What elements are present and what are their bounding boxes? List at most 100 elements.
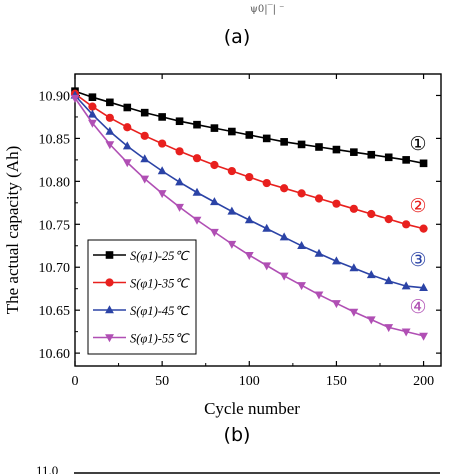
marker-circle — [105, 113, 114, 122]
y-tick-label: 10.80 — [39, 175, 71, 190]
marker-triangle-up — [227, 206, 237, 215]
marker-circle — [192, 154, 202, 163]
x-tick-label: 100 — [239, 374, 260, 389]
marker-square — [210, 124, 219, 132]
marker-triangle-up — [88, 109, 97, 118]
marker-triangle-up — [175, 177, 184, 186]
caption-b: (b) — [223, 424, 251, 446]
marker-square — [123, 103, 132, 112]
marker-triangle-up — [262, 223, 272, 232]
legend-label: S(φ1)-25℃ — [130, 249, 190, 263]
marker-triangle-up — [122, 141, 132, 150]
series-tag: ③ — [409, 249, 426, 271]
marker-triangle-up — [349, 263, 359, 272]
marker-triangle-down — [105, 141, 115, 150]
marker-square — [297, 140, 306, 149]
x-tick-label: 0 — [72, 374, 79, 389]
marker-triangle-up — [297, 240, 306, 249]
marker-square — [262, 134, 271, 143]
marker-circle — [245, 172, 254, 182]
marker-triangle-down — [227, 240, 237, 249]
marker-square — [105, 251, 114, 259]
marker-square — [158, 113, 166, 121]
marker-circle — [140, 131, 149, 140]
marker-circle — [367, 209, 376, 219]
marker-circle — [332, 199, 341, 208]
y-tick-label: 10.60 — [39, 347, 71, 362]
marker-triangle-down — [384, 324, 394, 333]
plot-frame — [74, 73, 442, 367]
marker-circle — [158, 139, 167, 148]
marker-triangle-up — [192, 187, 202, 196]
marker-triangle-up — [157, 166, 167, 175]
marker-square — [228, 127, 236, 136]
marker-square — [88, 93, 97, 101]
marker-square — [402, 156, 410, 164]
y-tick-label: 10.75 — [39, 218, 71, 233]
marker-triangle-up — [401, 281, 411, 290]
caption-a: (a) — [223, 26, 251, 48]
marker-square — [384, 153, 393, 162]
marker-square — [175, 117, 184, 126]
marker-square — [332, 145, 341, 154]
marker-square — [106, 98, 114, 107]
marker-triangle-up — [314, 248, 324, 257]
marker-triangle-down — [314, 291, 324, 300]
series — [70, 90, 428, 292]
marker-triangle-up — [210, 197, 219, 206]
y-axis: 10.60 10.65 10.70 10.75 10.80 10.85 10.90 — [39, 89, 441, 362]
series-group — [70, 87, 428, 341]
marker-triangle-down — [297, 282, 306, 291]
marker-triangle-down — [157, 190, 167, 199]
marker-triangle-down — [105, 334, 114, 343]
marker-circle — [105, 278, 114, 287]
panel-a-residual: ψ0|‾| ⁻ — [250, 4, 284, 15]
x-tick-label: 150 — [326, 374, 347, 389]
marker-square — [245, 131, 254, 139]
marker-triangle-down — [70, 94, 80, 103]
marker-triangle-down — [88, 119, 97, 128]
plot-area — [74, 73, 442, 367]
y-tick-label: 10.65 — [39, 304, 71, 319]
marker-triangle-down — [244, 252, 254, 261]
legend: S(φ1)-25℃ S(φ1)-35℃ S(φ1)-45℃ S(φ1)-55℃ — [87, 239, 197, 355]
marker-triangle-down — [210, 228, 219, 237]
legend-label: S(φ1)-35℃ — [130, 277, 190, 291]
marker-triangle-down — [401, 328, 411, 337]
marker-circle — [419, 224, 428, 233]
marker-circle — [402, 220, 411, 229]
marker-triangle-up — [105, 126, 115, 135]
y-tick-label: 10.85 — [39, 132, 71, 147]
marker-triangle-up — [384, 276, 394, 285]
series — [70, 94, 428, 341]
marker-triangle-up — [279, 232, 289, 241]
marker-square — [350, 148, 358, 156]
marker-triangle-down — [366, 316, 376, 325]
y-tick-label: 10.90 — [39, 89, 71, 104]
marker-square — [280, 138, 288, 146]
marker-triangle-up — [366, 270, 376, 279]
marker-circle — [175, 147, 184, 156]
marker-square — [140, 108, 149, 117]
marker-circle — [349, 204, 358, 213]
marker-triangle-up — [419, 283, 428, 292]
x-axis: 0 50 100 150 200 — [72, 74, 434, 389]
marker-triangle-down — [419, 332, 428, 341]
marker-triangle-down — [192, 216, 202, 225]
marker-circle — [297, 189, 306, 198]
marker-circle — [227, 166, 236, 176]
marker-circle — [262, 178, 271, 188]
legend-label: S(φ1)-45℃ — [130, 304, 190, 318]
x-axis-label: Cycle number — [204, 399, 300, 418]
legend-label: S(φ1)-55℃ — [130, 332, 190, 346]
marker-square — [193, 120, 201, 129]
marker-triangle-up — [140, 154, 150, 163]
marker-triangle-up — [332, 256, 341, 265]
marker-square — [367, 150, 376, 159]
marker-circle — [123, 123, 132, 132]
marker-circle — [384, 215, 393, 224]
marker-triangle-down — [262, 262, 272, 271]
series — [71, 87, 428, 168]
marker-circle — [210, 160, 219, 170]
